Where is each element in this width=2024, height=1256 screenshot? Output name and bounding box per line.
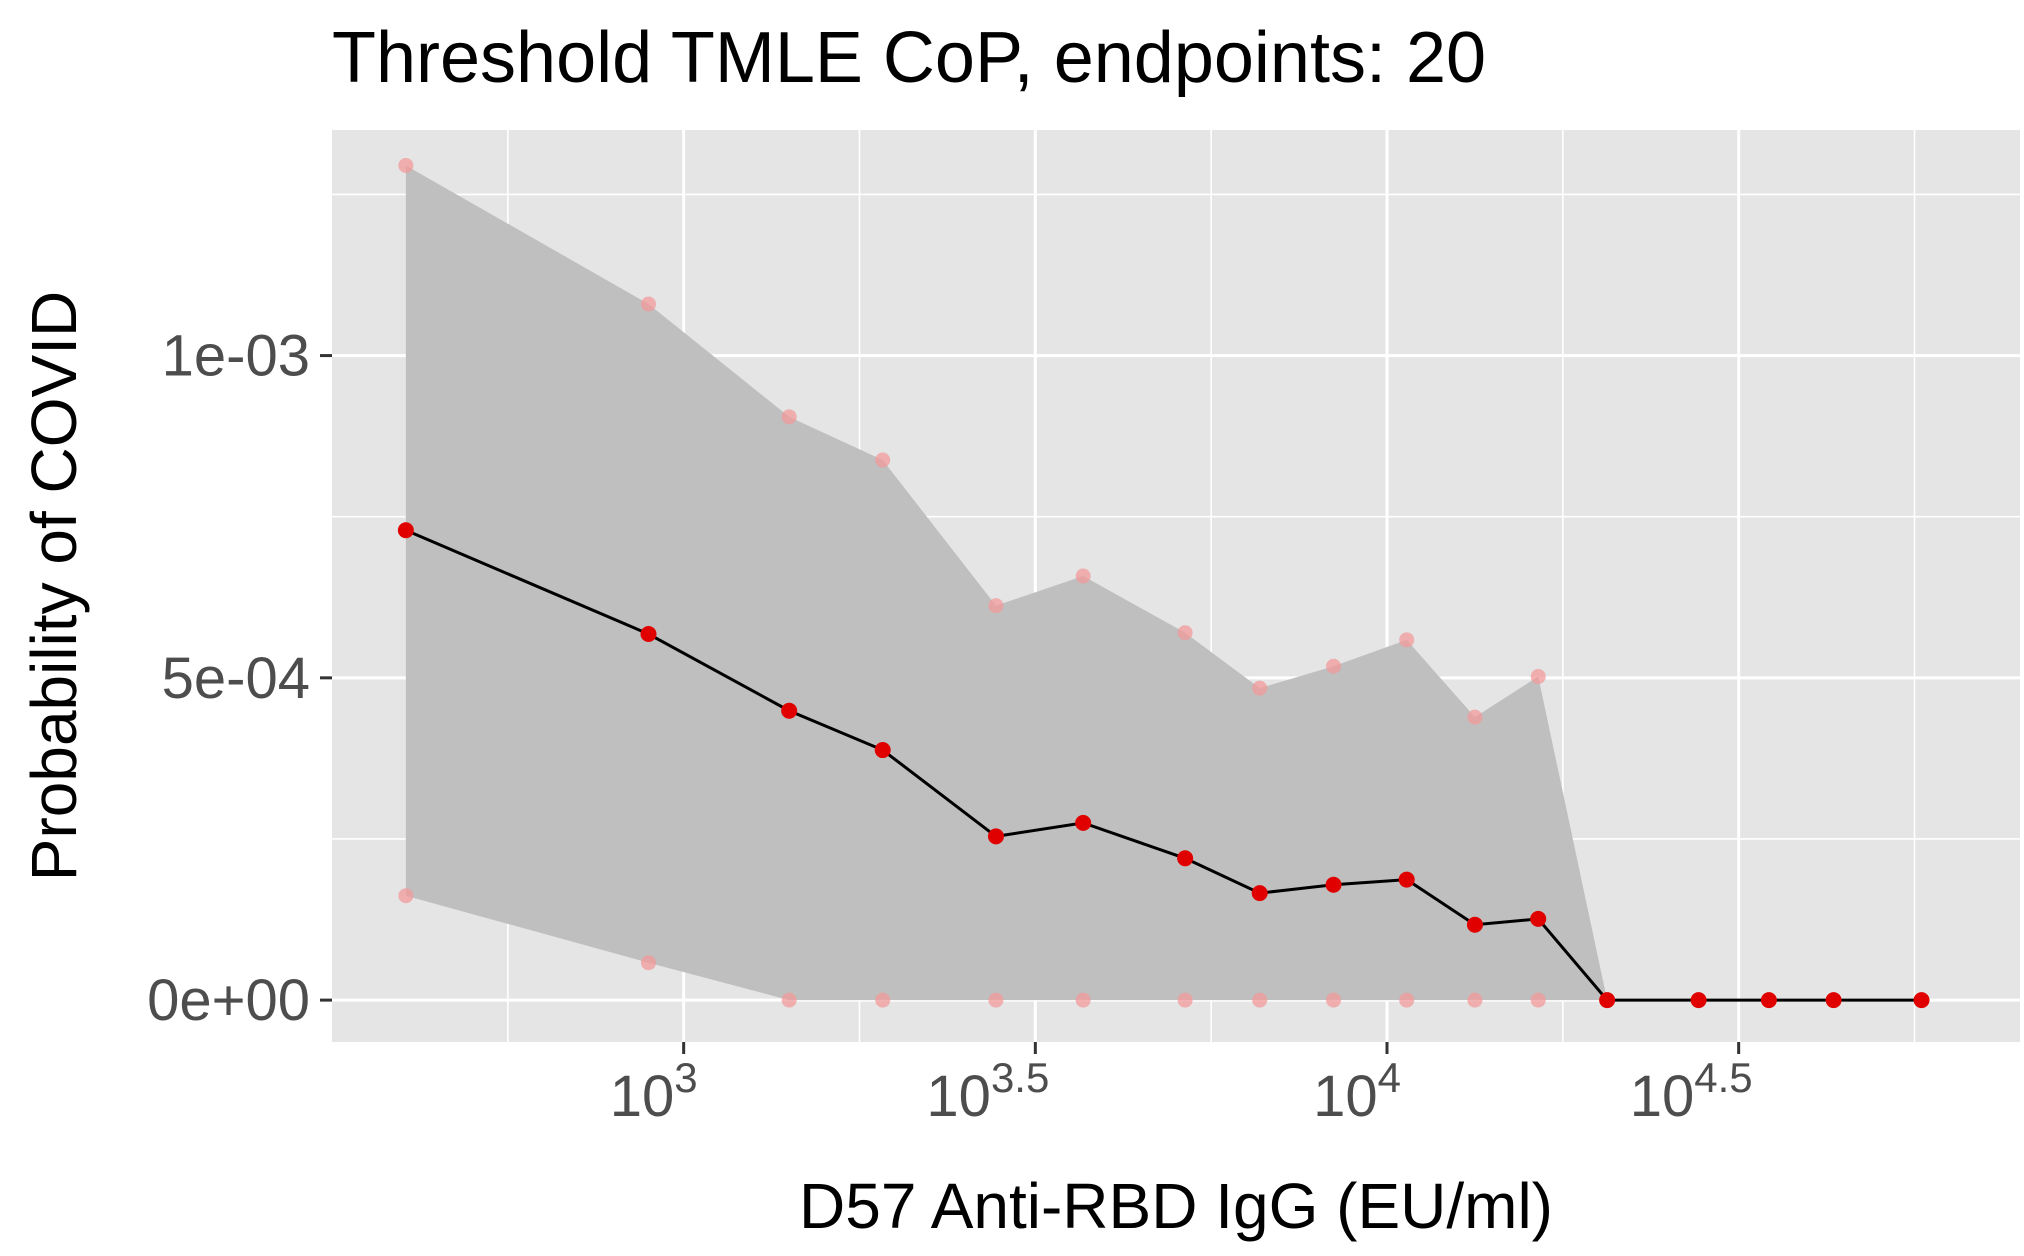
estimate-point: [640, 626, 657, 643]
estimate-point: [397, 522, 414, 539]
ci-lower-point: [1467, 992, 1483, 1008]
estimate-point: [1690, 992, 1707, 1009]
ci-upper-point: [988, 598, 1004, 614]
ci-lower-point: [398, 888, 414, 904]
ci-upper-point: [1075, 568, 1091, 584]
estimate-point: [1599, 992, 1616, 1009]
estimate-point: [1075, 814, 1092, 831]
y-axis: 0e+00 5e-04 1e-03: [147, 324, 332, 1033]
estimate-point: [1913, 992, 1930, 1009]
ci-upper-point: [1467, 709, 1483, 725]
x-tick-label: 104: [1313, 1054, 1401, 1129]
ci-upper-point: [1326, 658, 1342, 674]
ci-upper-point: [1530, 669, 1546, 685]
ci-upper-point: [1252, 680, 1268, 696]
ci-lower-point: [781, 992, 797, 1008]
ci-points: [398, 157, 1546, 1008]
ci-upper-point: [1399, 632, 1415, 648]
ci-lower-point: [1326, 992, 1342, 1008]
x-tick-label: 103: [610, 1054, 698, 1129]
ci-lower-point: [1177, 992, 1193, 1008]
y-tick-label: 5e-04: [162, 646, 310, 711]
estimate-point: [781, 702, 798, 719]
x-axis-label: D57 Anti-RBD IgG (EU/ml): [799, 1170, 1553, 1242]
ci-lower-point: [1252, 992, 1268, 1008]
y-tick-label: 0e+00: [147, 968, 310, 1033]
confidence-band: [405, 165, 1608, 1001]
estimate-point: [1398, 871, 1415, 888]
estimate-point: [1530, 910, 1547, 927]
ci-lower-point: [1075, 992, 1091, 1008]
ci-upper-point: [398, 157, 414, 173]
ci-lower-point: [875, 992, 891, 1008]
ci-lower-point: [988, 992, 1004, 1008]
estimate-point: [987, 828, 1004, 845]
chart-title: Threshold TMLE CoP, endpoints: 20: [332, 18, 1486, 98]
ci-lower-point: [1530, 992, 1546, 1008]
ci-upper-point: [781, 409, 797, 425]
estimate-point: [1466, 916, 1483, 933]
ci-lower-point: [1399, 992, 1415, 1008]
estimate-points: [397, 522, 1930, 1009]
ci-upper-point: [641, 296, 656, 312]
estimate-point: [1325, 876, 1342, 893]
estimate-point: [1825, 992, 1842, 1009]
ci-lower-point: [641, 955, 656, 971]
ci-upper-point: [875, 452, 891, 468]
x-tick-label: 103.5: [926, 1054, 1049, 1129]
estimate-point: [1177, 850, 1194, 867]
estimate-point: [874, 742, 891, 759]
ci-upper-point: [1177, 625, 1193, 641]
y-axis-label: Probability of COVID: [18, 291, 90, 881]
x-tick-label: 104.5: [1630, 1054, 1753, 1129]
x-axis: 103 103.5 104 104.5: [610, 1042, 1753, 1129]
estimate-point: [1251, 885, 1268, 902]
estimate-point: [1760, 992, 1777, 1009]
y-tick-label: 1e-03: [162, 324, 310, 389]
confidence-band-area: [405, 165, 1608, 1001]
